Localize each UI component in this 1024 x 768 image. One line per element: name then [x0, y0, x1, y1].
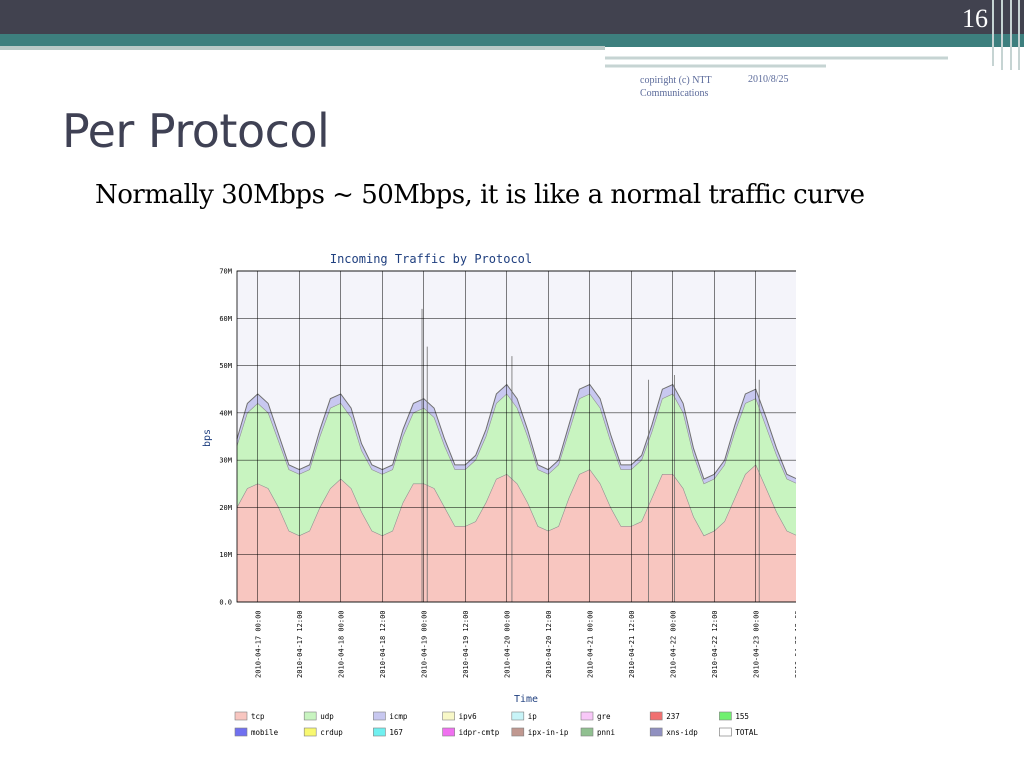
- legend-swatch-155: [719, 711, 732, 721]
- legend-label-167: 167: [389, 728, 403, 737]
- legend-swatch-crdup: [303, 727, 317, 737]
- y-tick-label: 50M: [219, 362, 232, 370]
- legend-label-icmp: icmp: [389, 712, 408, 721]
- slide-subtitle: Normally 30Mbps ~ 50Mbps, it is like a n…: [95, 180, 865, 210]
- x-tick-label: 2010-04-19 00:00: [420, 611, 428, 678]
- x-tick-label: 2010-04-23 00:00: [752, 611, 760, 678]
- legend-swatch-pnni: [580, 727, 594, 737]
- legend-label-pnni: pnni: [597, 728, 615, 737]
- y-tick-label: 0.0: [219, 599, 232, 607]
- y-tick-label: 20M: [219, 504, 232, 512]
- legend-label-ipx-in-ip: ipx-in-ip: [528, 728, 569, 737]
- area-tcp: [237, 464, 796, 602]
- legend-swatch-167: [373, 727, 386, 737]
- slide-number: 16: [962, 4, 988, 33]
- area-udp: [237, 393, 796, 536]
- chart-title: Incoming Traffic by Protocol: [330, 252, 532, 266]
- legend-label-crdup: crdup: [320, 728, 343, 737]
- plot-frame: [236, 270, 796, 603]
- legend-label-ip: ip: [528, 712, 538, 721]
- legend-swatch-ipx-in-ip: [511, 727, 525, 737]
- boundary-line-tcp: [236, 464, 796, 537]
- x-tick-label: 2010-04-19 12:00: [462, 611, 470, 678]
- slide-title: Per Protocol: [62, 104, 330, 158]
- x-tick-label: 2010-04-20 12:00: [545, 611, 553, 678]
- x-tick-label: 2010-04-18 12:00: [379, 611, 387, 678]
- header-accent-band: [0, 34, 1024, 46]
- legend-swatch-xns-idp: [649, 727, 663, 737]
- x-tick-label: 2010-04-23 12:00: [794, 611, 796, 678]
- legend-label-ipv6: ipv6: [459, 712, 478, 721]
- y-tick-label: 60M: [219, 315, 232, 323]
- legend-label-udp: udp: [320, 712, 334, 721]
- legend-label-gre: gre: [597, 712, 611, 721]
- legend-swatch-mobile: [234, 727, 248, 737]
- legend-swatch-237: [649, 711, 663, 721]
- area-icmp: [237, 384, 796, 484]
- y-tick-label: 30M: [219, 457, 232, 465]
- x-tick-label: 2010-04-21 00:00: [586, 611, 594, 678]
- legend-label-155: 155: [735, 712, 749, 721]
- legend-swatch-ip: [511, 711, 525, 721]
- boundary-line-udp: [236, 393, 796, 485]
- y-tick-label: 40M: [219, 409, 232, 417]
- legend-swatch-ipv6: [442, 711, 455, 721]
- x-tick-label: 2010-04-22 00:00: [669, 611, 677, 678]
- slide-date: 2010/8/25: [748, 74, 789, 85]
- legend-swatch-udp: [303, 711, 317, 721]
- legend-swatch-icmp: [373, 711, 386, 721]
- y-tick-label: 70M: [219, 268, 232, 276]
- y-axis-title: bps: [202, 429, 213, 447]
- legend-label-idpr-cmtp: idpr-cmtp: [459, 728, 500, 737]
- legend-label-mobile: mobile: [251, 728, 279, 737]
- series-line-TOTAL: [236, 383, 796, 480]
- header-band: [0, 0, 1024, 34]
- legend-swatch-gre: [580, 711, 594, 721]
- x-tick-label: 2010-04-22 12:00: [711, 611, 719, 678]
- x-tick-label: 2010-04-18 00:00: [337, 611, 345, 678]
- traffic-chart: Incoming Traffic by Protocol 0.0 10M 20M 30M…: [202, 252, 796, 737]
- legend-swatch-TOTAL: [719, 727, 732, 737]
- copyright-note: copiright (c) NTT Communications: [640, 75, 712, 99]
- legend-label-tcp: tcp: [251, 712, 265, 721]
- header-decoration: [0, 0, 1024, 70]
- x-tick-label: 2010-04-17 00:00: [254, 611, 262, 678]
- legend-swatch-idpr-cmtp: [442, 727, 455, 737]
- legend-label-xns-idp: xns-idp: [666, 728, 698, 737]
- x-tick-label: 2010-04-17 12:00: [296, 611, 304, 678]
- y-tick-label: 10M: [219, 551, 232, 559]
- legend-label-TOTAL: TOTAL: [735, 728, 758, 737]
- x-tick-label: 2010-04-21 12:00: [628, 611, 636, 678]
- legend-label-237: 237: [666, 712, 680, 721]
- x-axis-title: Time: [514, 694, 538, 705]
- x-tick-label: 2010-04-20 00:00: [503, 611, 511, 678]
- legend-swatch-tcp: [234, 711, 248, 721]
